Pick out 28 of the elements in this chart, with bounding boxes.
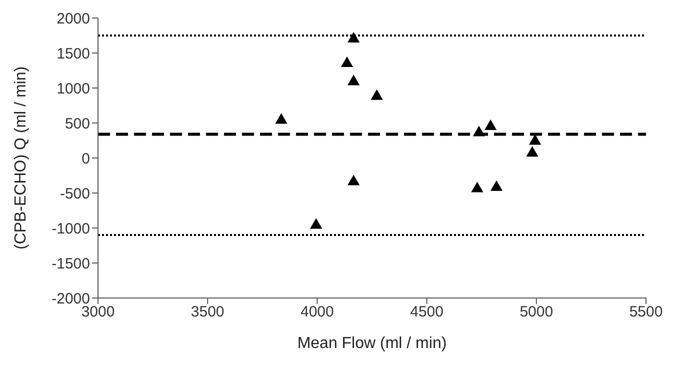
y-tick-label: -500 <box>60 185 90 202</box>
point <box>490 180 503 191</box>
x-tick-label: 3500 <box>190 304 224 321</box>
y-tick-label: 0 <box>82 150 90 168</box>
x-tick-label: 5000 <box>520 304 554 321</box>
y-axis-title: (CPB-ECHO) Q (ml / min) <box>12 66 30 250</box>
point <box>370 89 383 100</box>
point <box>348 32 360 43</box>
y-tick-label: 1000 <box>56 80 90 98</box>
point <box>484 119 497 130</box>
point <box>471 182 484 192</box>
x-axis-title: Mean Flow (ml / min) <box>297 335 447 352</box>
x-tick-label: 4000 <box>300 304 334 321</box>
y-tick-label: 500 <box>64 115 90 132</box>
x-tick-label: 5500 <box>629 304 663 321</box>
point <box>310 218 322 229</box>
y-tick-label: 1500 <box>56 45 90 62</box>
x-tick-label: 4500 <box>410 304 444 321</box>
point <box>526 146 538 157</box>
y-tick-label: 2000 <box>56 10 90 28</box>
point <box>275 113 288 124</box>
point <box>472 126 486 136</box>
point <box>340 56 354 68</box>
y-tick-label: -1000 <box>52 220 90 238</box>
point <box>348 74 360 86</box>
point <box>529 134 542 145</box>
y-tick-label: -1500 <box>52 255 90 272</box>
point <box>348 174 360 186</box>
